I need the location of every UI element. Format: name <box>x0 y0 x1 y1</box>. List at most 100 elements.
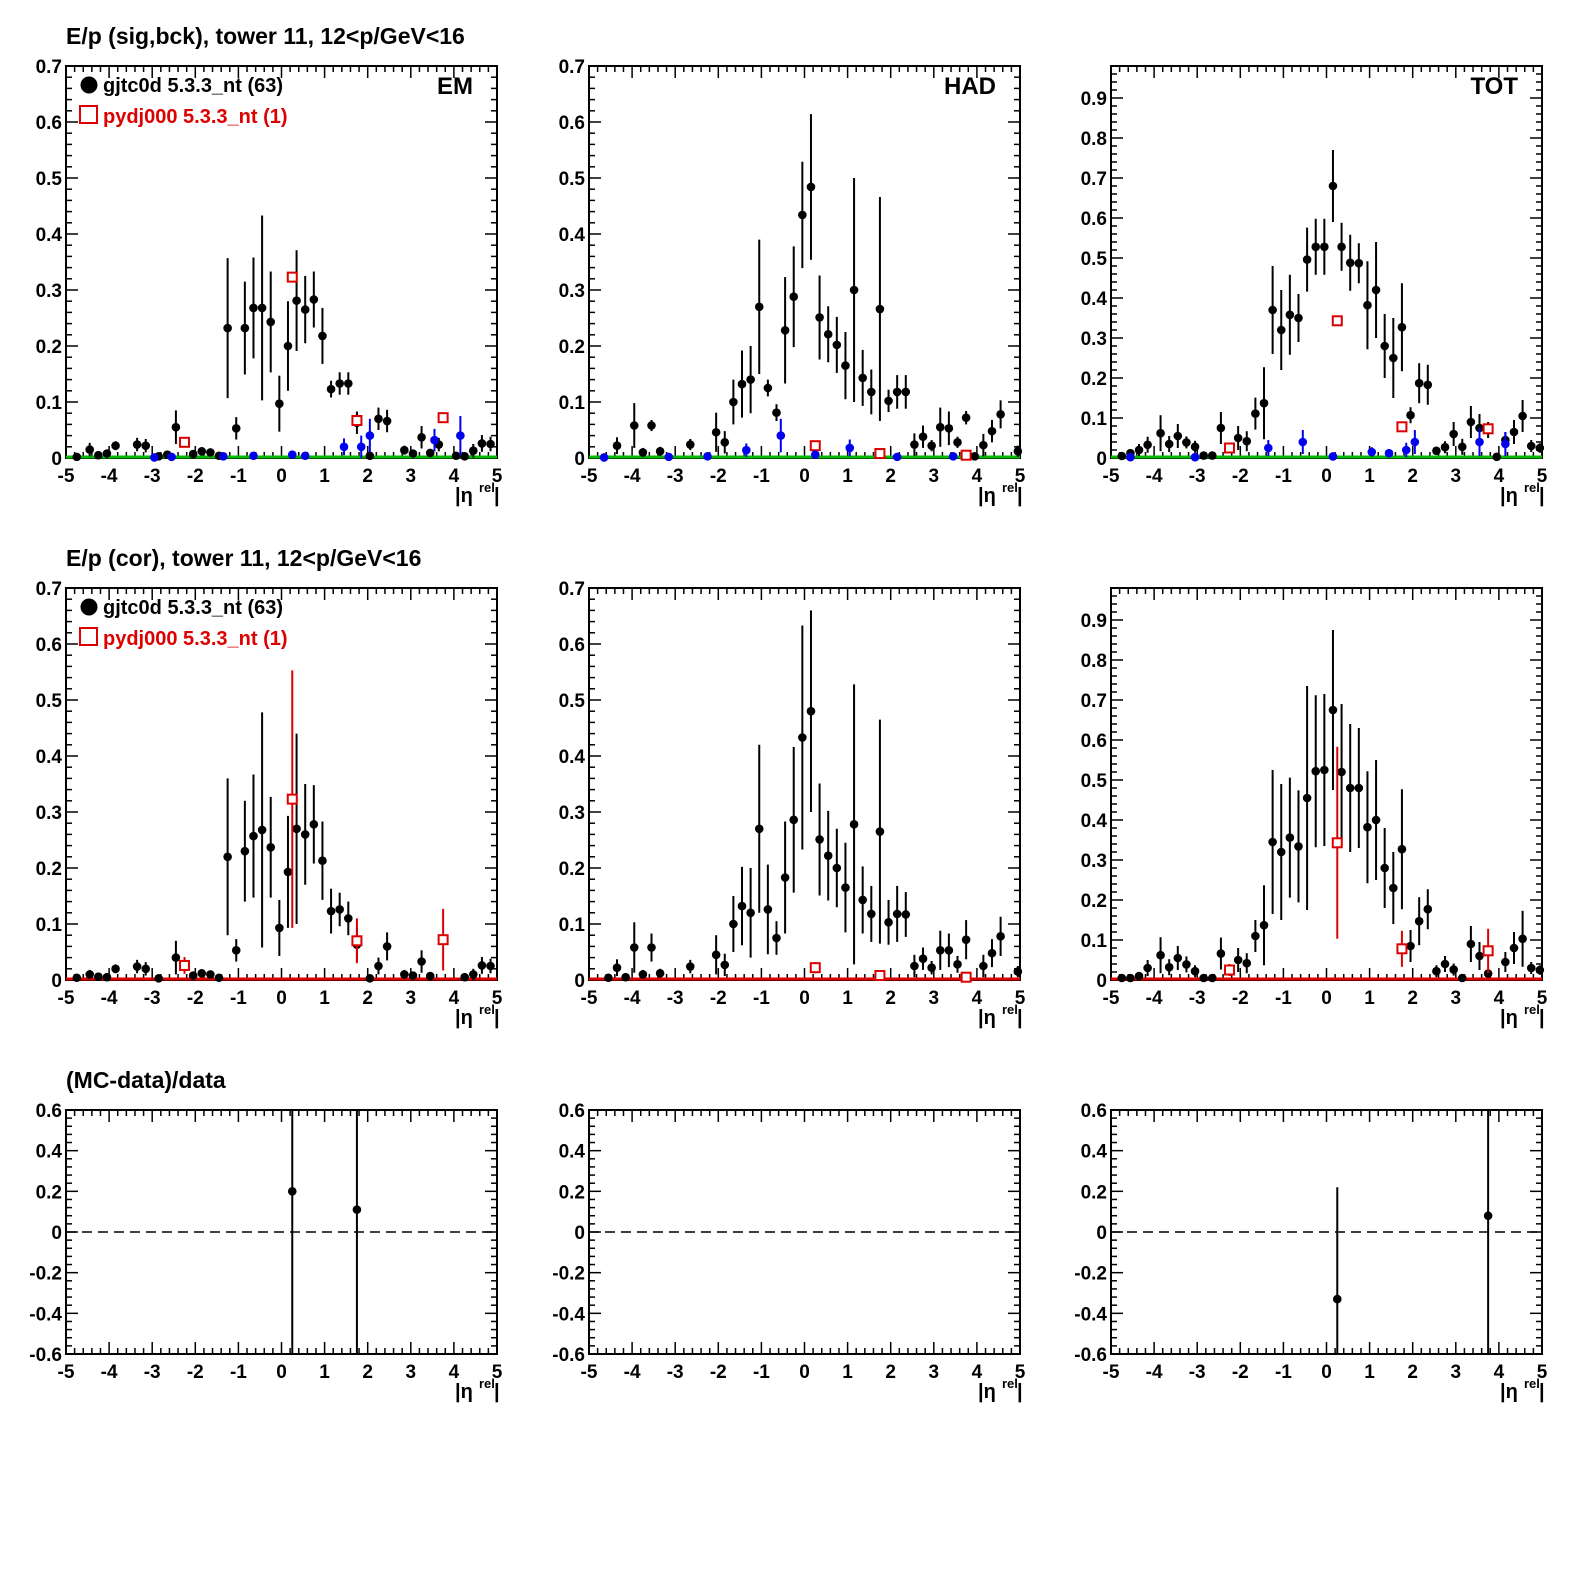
mc-point <box>809 962 821 974</box>
data-point <box>266 317 276 327</box>
mc-point <box>809 440 821 452</box>
x-tick-label: 0 <box>799 1362 810 1383</box>
data-point <box>1432 966 1441 976</box>
data-point <box>1354 258 1364 268</box>
data-point <box>111 964 120 974</box>
y-tick-label: 0.4 <box>559 225 586 246</box>
data-point <box>892 909 902 919</box>
bkg-point <box>1384 448 1394 458</box>
x-tick-label: 5 <box>1537 466 1548 487</box>
data-point <box>763 383 773 393</box>
data-point <box>417 957 426 966</box>
data-point <box>987 426 997 436</box>
data-point <box>141 964 151 974</box>
data-point <box>1216 423 1226 433</box>
data-point <box>961 935 971 944</box>
x-axis-label-close: | <box>494 1381 500 1403</box>
data-point <box>154 974 163 983</box>
bkg-point <box>365 431 375 440</box>
data-point <box>763 905 773 914</box>
data-point <box>1164 962 1174 972</box>
data-point <box>720 438 730 447</box>
mc-point <box>437 412 449 424</box>
data-point <box>1182 960 1191 969</box>
bkg-point <box>1190 452 1200 462</box>
data-point <box>374 414 383 424</box>
x-tick-label: 5 <box>492 466 503 487</box>
data-point <box>737 901 747 911</box>
y-tick-label: 0 <box>1096 1223 1107 1244</box>
data-point <box>1233 955 1243 965</box>
data-point <box>910 961 919 971</box>
data-point <box>1207 973 1217 983</box>
panel-row2-TOT: -5 -4 -3 -2 -1 0 1 2 3 4 5 0 0.1 0.2 0.3 0.4 0.5 0.6 0.7 0.… <box>1081 587 1548 1029</box>
data-point <box>841 883 850 892</box>
data-point <box>309 820 319 829</box>
y-tick-label: -0.2 <box>29 1264 62 1285</box>
x-tick-label: -4 <box>1146 466 1163 487</box>
y-tick-label: 0.7 <box>1081 691 1107 712</box>
data-point <box>927 441 936 450</box>
x-tick-label: -4 <box>624 466 641 487</box>
data-point <box>1259 920 1269 930</box>
data-point <box>1332 1294 1342 1304</box>
data-point <box>604 973 613 983</box>
x-tick-label: -5 <box>58 1362 75 1383</box>
y-tick-label: 0.1 <box>36 393 63 414</box>
data-point <box>1285 310 1295 320</box>
data-point <box>1251 409 1260 418</box>
panel-row3-HAD: -5 -4 -3 -2 -1 0 1 2 3 4 5 -0.6 -0.4 -0.2 0 0.2 0.4 0.6 |η… <box>552 1101 1025 1403</box>
data-point <box>772 933 781 943</box>
data-point <box>1501 957 1510 967</box>
data-point <box>1397 844 1407 854</box>
panel-row1-EM: -5 -4 -3 -2 -1 0 1 2 3 4 5 0 0.1 0.2 0.3 0.4 0.5 0.6 0.7 |η… <box>36 57 503 507</box>
data-point <box>318 856 327 866</box>
data-point <box>1440 442 1450 452</box>
data-point <box>892 387 902 397</box>
data-point <box>1233 433 1243 443</box>
x-tick-label: 1 <box>1364 466 1375 487</box>
data-point <box>85 445 95 454</box>
data-point <box>1535 443 1545 453</box>
data-point <box>1268 837 1277 847</box>
x-tick-label: -3 <box>667 1362 684 1383</box>
data-point <box>780 326 790 335</box>
bkg-point <box>742 445 751 455</box>
legend-mc-label: pydj000 5.3.3_nt (1) <box>103 628 288 650</box>
data-point <box>1345 783 1355 793</box>
x-axis-label-close: | <box>1539 485 1545 507</box>
data-point <box>1311 242 1321 252</box>
data-point <box>815 835 824 844</box>
x-tick-label: 4 <box>972 988 983 1009</box>
x-tick-label: -4 <box>624 1362 641 1383</box>
data-point <box>1457 442 1467 452</box>
panel-row1-HAD: -5 -4 -3 -2 -1 0 1 2 3 4 5 0 0.1 0.2 0.3 0.4 0.5 0.6 0.7 |η… <box>559 57 1026 507</box>
x-tick-label: -1 <box>753 988 770 1009</box>
y-tick-label: 0.4 <box>36 1142 63 1163</box>
mc-point <box>179 436 191 448</box>
x-tick-label: -3 <box>144 988 161 1009</box>
data-point <box>1345 258 1355 268</box>
x-tick-label: 0 <box>276 1362 287 1383</box>
x-tick-label: 2 <box>1407 466 1418 487</box>
data-point <box>638 970 648 979</box>
x-tick-label: 3 <box>929 1362 940 1383</box>
data-point <box>629 421 639 430</box>
data-point <box>1526 963 1536 973</box>
x-tick-label: 4 <box>1494 1362 1505 1383</box>
y-tick-label: 0.8 <box>1081 129 1107 150</box>
data-point <box>1242 958 1252 968</box>
data-point <box>1423 904 1433 914</box>
data-point <box>102 449 112 458</box>
plot-frame <box>1110 65 1543 459</box>
data-point <box>970 452 980 461</box>
data-point <box>206 448 215 457</box>
x-tick-label: 5 <box>492 1362 503 1383</box>
row2-title: E/p (cor), tower 11, 12<p/GeV<16 <box>66 545 421 571</box>
data-point <box>374 961 383 971</box>
x-tick-label: 2 <box>885 466 896 487</box>
bkg-point <box>287 450 297 459</box>
plot-frame <box>588 587 1021 981</box>
y-tick-label: 0.5 <box>1081 249 1108 270</box>
x-tick-label: 4 <box>449 988 460 1009</box>
